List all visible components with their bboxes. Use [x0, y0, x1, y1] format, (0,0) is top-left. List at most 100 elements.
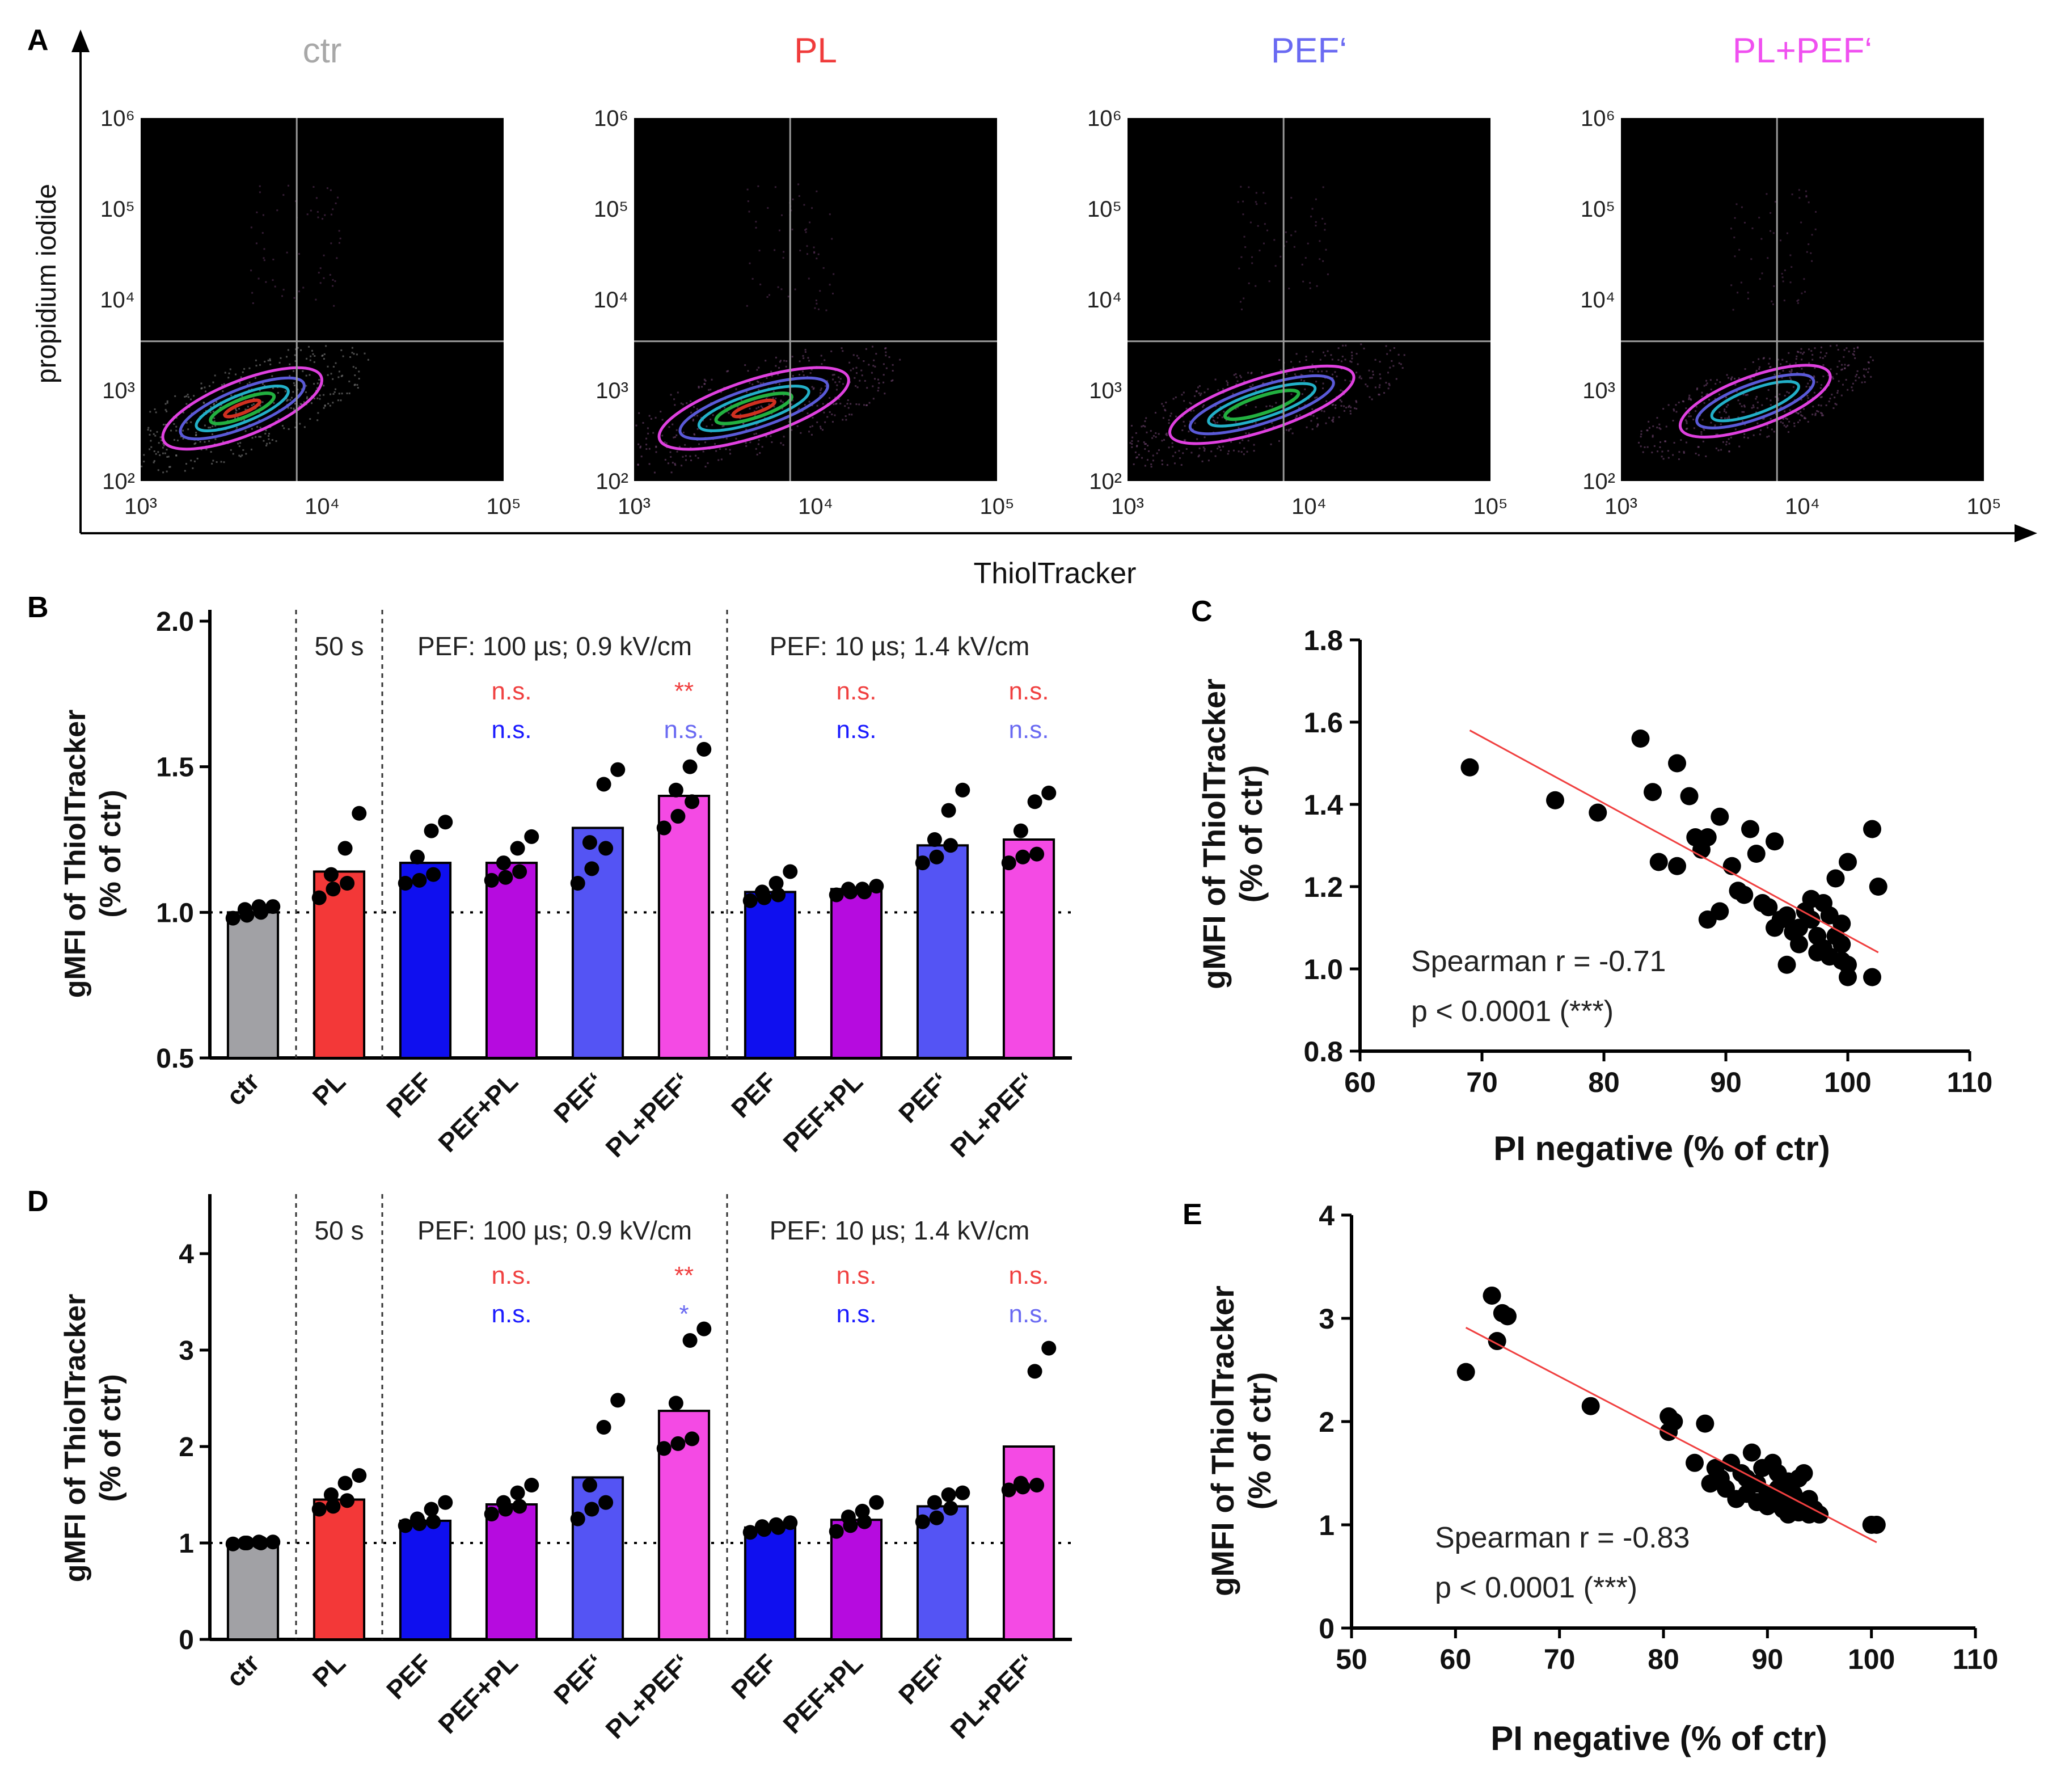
flow-event-dot	[251, 404, 253, 406]
flow-event-dot	[1813, 391, 1815, 394]
data-point	[783, 1515, 798, 1530]
flow-event-dot	[1391, 360, 1393, 362]
flow-event-dot	[1832, 378, 1834, 380]
flow-event-dot	[1801, 415, 1804, 417]
flow-event-dot	[266, 442, 268, 445]
flow-event-dot	[706, 425, 708, 428]
flow-event-dot	[1389, 366, 1391, 369]
flow-event-dot	[1690, 398, 1692, 400]
flow-event-dot	[844, 405, 846, 407]
flow-event-dot	[269, 358, 271, 360]
data-point	[668, 782, 683, 798]
flow-event-dot	[848, 361, 851, 364]
flow-event-dot	[323, 407, 325, 409]
flow-event-dot	[758, 389, 760, 391]
flow-event-dot	[890, 380, 893, 382]
flow-event-dot	[199, 441, 201, 443]
flow-event-dot	[1315, 221, 1317, 223]
flow-event-dot	[364, 352, 366, 355]
flow-event-dot	[324, 404, 326, 407]
flow-event-dot	[251, 437, 254, 439]
flow-event-dot	[674, 462, 676, 465]
flow-event-dot	[1273, 239, 1276, 241]
flow-event-dot	[1350, 361, 1353, 363]
flow-y-tick-label: 10²	[102, 469, 135, 494]
flow-event-dot	[847, 399, 849, 401]
flow-event-dot	[1783, 424, 1785, 427]
flow-event-dot	[1688, 394, 1691, 397]
flow-event-dot	[157, 469, 159, 471]
flow-event-dot	[710, 389, 712, 391]
flow-event-dot	[1816, 381, 1818, 383]
flow-event-dot	[268, 438, 270, 440]
flow-event-dot	[282, 289, 285, 291]
flow-event-dot	[237, 416, 239, 419]
flow-event-dot	[1811, 353, 1814, 356]
chart-b-ylabel-line2: (% of ctr)	[94, 790, 127, 917]
flow-event-dot	[1321, 218, 1324, 220]
flow-x-tick-label: 10³	[618, 494, 651, 519]
flow-event-dot	[1741, 411, 1743, 413]
flow-event-dot	[1354, 407, 1356, 410]
panel-label-a: A	[27, 24, 49, 57]
flow-event-dot	[820, 392, 822, 394]
flow-event-dot	[1246, 450, 1248, 453]
flow-event-dot	[1311, 428, 1314, 431]
flow-x-tick-label: 10⁴	[1291, 494, 1327, 519]
flow-event-dot	[1309, 287, 1311, 289]
flow-event-dot	[648, 463, 651, 465]
flow-event-dot	[892, 379, 894, 381]
flow-event-dot	[689, 455, 691, 457]
flow-y-tick-label: 10²	[596, 469, 628, 494]
flow-event-dot	[298, 405, 301, 407]
data-point	[1869, 878, 1887, 896]
flow-event-dot	[204, 424, 206, 427]
flow-event-dot	[1332, 419, 1334, 421]
flow-event-dot	[1257, 225, 1259, 227]
flow-event-dot	[1356, 401, 1358, 403]
flow-event-dot	[714, 443, 716, 445]
flow-event-dot	[1653, 445, 1656, 447]
flow-event-dot	[1226, 380, 1228, 382]
flow-event-dot	[317, 216, 319, 218]
flow-event-dot	[293, 407, 295, 410]
flow-event-dot	[1202, 404, 1205, 406]
data-point	[1460, 758, 1479, 777]
flow-event-dot	[1290, 197, 1293, 199]
flow-event-dot	[346, 392, 348, 394]
data-point	[326, 1499, 341, 1514]
flow-event-dot	[858, 357, 860, 359]
flow-event-dot	[1165, 433, 1167, 436]
flow-event-dot	[238, 445, 240, 448]
flow-event-dot	[806, 253, 809, 255]
flow-event-dot	[640, 445, 642, 448]
flow-event-dot	[318, 272, 320, 274]
data-point	[1759, 898, 1778, 917]
flow-event-dot	[1137, 440, 1139, 442]
flow-event-dot	[811, 404, 813, 407]
flow-y-tick-label: 10³	[102, 378, 135, 403]
flow-event-dot	[672, 423, 674, 425]
flow-event-dot	[842, 383, 844, 385]
flow-event-dot	[813, 252, 816, 254]
flow-event-dot	[1697, 454, 1700, 456]
data-point	[1680, 787, 1699, 806]
flow-event-dot	[766, 377, 768, 379]
flow-event-dot	[190, 421, 192, 423]
flow-event-dot	[1730, 378, 1732, 381]
flow-event-dot	[235, 410, 238, 412]
flow-event-dot	[1785, 426, 1787, 428]
flow-event-dot	[265, 445, 268, 447]
flow-event-dot	[1836, 344, 1838, 347]
flow-event-dot	[1154, 412, 1156, 414]
flow-event-dot	[166, 402, 168, 404]
flow-event-dot	[859, 380, 861, 382]
flow-event-dot	[1853, 347, 1855, 349]
flow-event-dot	[1642, 451, 1644, 453]
data-point	[1546, 791, 1564, 809]
flow-event-dot	[745, 442, 747, 444]
chart-e: gMFI of ThiolTracker (% of ctr) PI negat…	[1205, 1200, 1998, 1757]
flow-event-dot	[1227, 453, 1229, 455]
flow-event-dot	[1309, 370, 1311, 372]
flow-event-dot	[1311, 408, 1314, 410]
